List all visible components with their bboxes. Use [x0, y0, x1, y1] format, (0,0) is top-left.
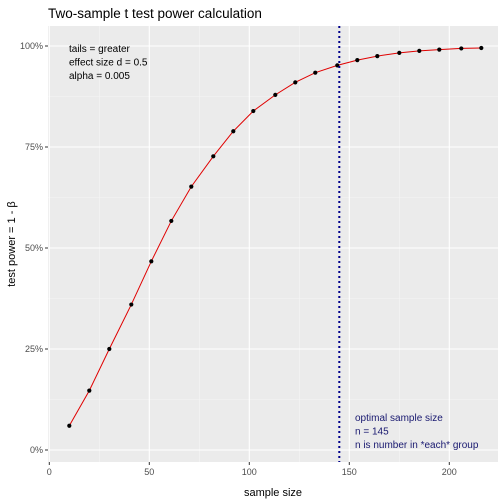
- data-point: [107, 346, 112, 352]
- optimal-annotation-line: optimal sample size: [355, 413, 443, 424]
- y-tick-label: 25%: [25, 344, 43, 354]
- optimal-annotation-line: n = 145: [355, 427, 389, 438]
- optimal-annotation-line: n is number in *each* group: [355, 440, 479, 451]
- data-point: [211, 154, 216, 159]
- data-points: [67, 45, 484, 428]
- x-axis: 0 50 100 150 200: [47, 462, 457, 477]
- data-point: [437, 47, 442, 52]
- data-point: [87, 388, 92, 393]
- data-point: [169, 218, 174, 224]
- data-point: [189, 184, 194, 189]
- data-point: [273, 92, 278, 97]
- parameter-annotation-line: tails = greater: [69, 44, 131, 55]
- data-point: [67, 423, 72, 428]
- data-point: [149, 259, 154, 264]
- y-tick-label: 0%: [30, 445, 43, 455]
- x-tick-label: 50: [144, 467, 154, 477]
- minor-gridlines: [48, 26, 498, 462]
- data-point: [417, 48, 422, 53]
- parameter-annotation-line: effect size d = 0.5: [69, 58, 148, 69]
- data-point: [459, 46, 464, 51]
- y-tick-label: 75%: [25, 142, 43, 152]
- y-tick-label: 100%: [20, 41, 43, 51]
- data-point: [129, 302, 134, 307]
- x-axis-label: sample size: [244, 487, 302, 499]
- chart-title: Two-sample t test power calculation: [48, 6, 262, 21]
- parameter-annotation-line: alpha = 0.005: [69, 71, 130, 82]
- data-point: [375, 54, 380, 59]
- major-gridlines: [48, 26, 498, 462]
- x-tick-label: 150: [342, 467, 357, 477]
- data-point: [397, 50, 402, 55]
- x-tick-label: 200: [442, 467, 457, 477]
- y-axis: 0% 25% 50% 75% 100%: [20, 41, 48, 455]
- x-tick-label: 0: [47, 467, 52, 477]
- plot-panel: [48, 26, 498, 462]
- data-point: [231, 129, 236, 134]
- y-axis-label: test power = 1 - β: [6, 201, 18, 287]
- data-point: [293, 80, 298, 85]
- data-point: [251, 108, 256, 114]
- annotations: tails = greater effect size d = 0.5 alpha …: [69, 44, 479, 451]
- data-point: [479, 45, 484, 51]
- data-point: [313, 70, 318, 75]
- data-point: [355, 58, 360, 63]
- x-tick-label: 100: [242, 467, 257, 477]
- y-tick-label: 50%: [25, 243, 43, 253]
